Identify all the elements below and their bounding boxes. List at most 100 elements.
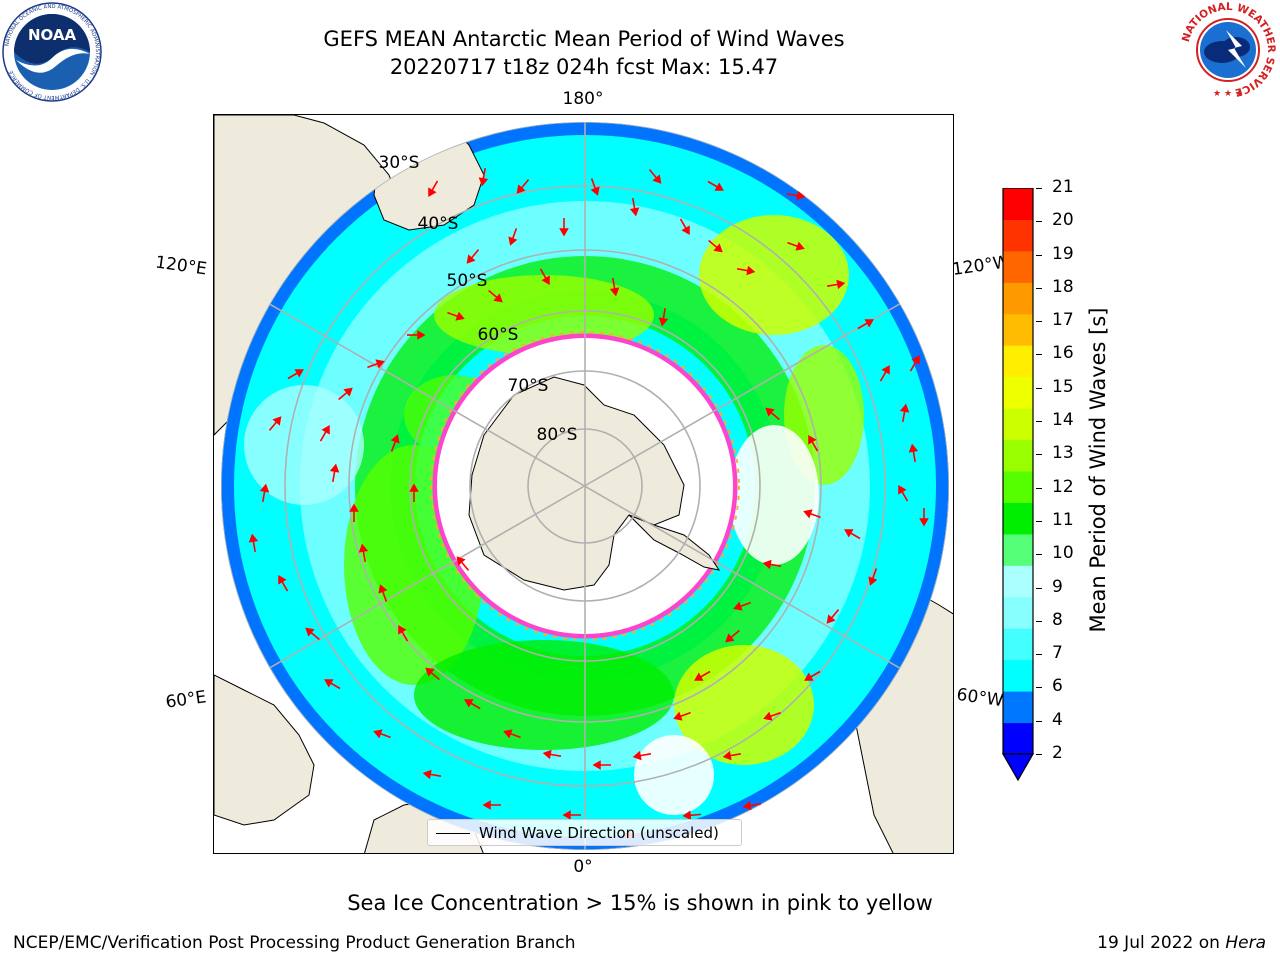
wave-direction-arrow [648, 169, 662, 184]
colorbar-tick [1036, 254, 1042, 256]
colorbar-segment [1003, 565, 1033, 598]
lat-label-70s: 70°S [507, 376, 549, 396]
wave-direction-arrow [629, 197, 640, 217]
wave-direction-arrow [456, 556, 470, 571]
colorbar-tick [1036, 287, 1042, 289]
colorbar-tick-label: 9 [1052, 576, 1063, 597]
wave-direction-arrow [658, 307, 669, 327]
wave-direction-arrow [278, 575, 289, 592]
colorbar-segment [1003, 282, 1033, 315]
footer-date: 19 Jul 2022 on Hera [1097, 933, 1266, 953]
colorbar-tick [1036, 687, 1042, 689]
meridian-label-0: 0° [573, 857, 593, 877]
wave-direction-arrow [826, 279, 846, 290]
wave-direction-arrow [373, 729, 391, 739]
colorbar-tick-label: 18 [1052, 276, 1074, 297]
wave-direction-arrow [503, 729, 521, 739]
wave-direction-arrow [722, 750, 742, 761]
colorbar-segment [1003, 596, 1033, 629]
legend-label: Wind Wave Direction (unscaled) [479, 824, 719, 842]
chart-title: GEFS MEAN Antarctic Mean Period of Wind … [323, 27, 845, 51]
wave-direction-arrow [516, 179, 530, 194]
colorbar-segment [1003, 219, 1033, 252]
colorbar-tick [1036, 654, 1042, 656]
wave-direction-arrow [708, 239, 723, 253]
colorbar-tick-label: 14 [1052, 410, 1074, 431]
wave-direction-arrow [590, 178, 600, 196]
wave-direction-arrow [868, 568, 878, 586]
wave-direction-arrow [562, 810, 581, 820]
colorbar-tick [1036, 221, 1042, 223]
wave-direction-arrow [338, 387, 353, 401]
colorbar-segment [1003, 376, 1033, 409]
wave-direction-arrow [305, 627, 320, 641]
wave-direction-arrow [367, 359, 385, 369]
wave-direction-arrow [765, 407, 780, 421]
colorbar-tick-label: 13 [1052, 443, 1074, 464]
colorbar-tick-label: 4 [1052, 709, 1063, 730]
wave-direction-arrow [268, 416, 282, 431]
wave-direction-arrow [358, 543, 369, 563]
noaa-logo-text: NOAA [28, 26, 77, 44]
colorbar-tick-label: 6 [1052, 676, 1063, 697]
footer-host: Hera [1225, 933, 1266, 953]
footer-credit: NCEP/EMC/Verification Post Processing Pr… [13, 933, 576, 953]
lat-label-60s: 60°S [477, 325, 519, 345]
colorbar-segment [1003, 345, 1033, 378]
nws-logo: NATIONAL WEATHER SERVICE ★ ★ ★ [1176, 0, 1280, 100]
wave-period-field [221, 122, 949, 850]
colorbar-segment [1003, 188, 1033, 220]
wave-direction-arrow [559, 218, 569, 237]
wave-direction-arrow [826, 609, 840, 624]
wave-direction-arrow [407, 330, 426, 340]
colorbar-extend-min [1002, 753, 1034, 782]
colorbar-segment [1003, 659, 1033, 692]
wave-direction-arrow [899, 403, 910, 423]
meridian-label-60w: 60°W [955, 684, 1005, 712]
wave-direction-arrow [349, 503, 359, 522]
wave-direction-arrow [248, 533, 259, 553]
colorbar-tick [1036, 587, 1042, 589]
colorbar-tick-label: 2 [1052, 743, 1063, 763]
colorbar-segment [1003, 691, 1033, 724]
meridian-label-120e: 120°E [154, 252, 208, 280]
wave-direction-arrow [808, 435, 819, 452]
wave-direction-arrow [879, 365, 890, 382]
colorbar-tick [1036, 720, 1042, 722]
meridian-label-180: 180° [562, 89, 604, 109]
colorbar-tick [1036, 321, 1042, 323]
map-panel: 30°S 40°S 50°S 60°S 70°S 80°S Wind Wave … [213, 114, 954, 854]
wave-direction-arrow [259, 483, 270, 503]
wave-direction-arrow [707, 180, 724, 191]
wave-direction-arrow [428, 180, 439, 197]
colorbar-tick-label: 8 [1052, 609, 1063, 630]
wave-direction-arrow [742, 800, 762, 811]
map-legend: Wind Wave Direction (unscaled) [427, 819, 742, 846]
svg-text:★ ★ ★: ★ ★ ★ [1213, 89, 1243, 99]
wave-direction-arrow [673, 711, 691, 721]
wave-direction-arrow [786, 190, 806, 201]
wave-direction-arrow [464, 699, 481, 710]
wave-direction-arrow [787, 241, 805, 251]
colorbar-tick-label: 19 [1052, 243, 1074, 264]
colorbar-tick [1036, 188, 1042, 189]
colorbar-tick-label: 12 [1052, 476, 1074, 497]
lat-label-30s: 30°S [378, 153, 420, 173]
wave-direction-arrow [488, 289, 503, 303]
wave-direction-arrow [478, 167, 489, 187]
colorbar-tick [1036, 387, 1042, 389]
colorbar-tick-label: 21 [1052, 177, 1074, 197]
wave-direction-arrow [844, 529, 861, 540]
colorbar-segment [1003, 439, 1033, 472]
wave-direction-arrow [909, 355, 920, 372]
wave-direction-arrow [319, 425, 330, 442]
lat-label-50s: 50°S [446, 271, 488, 291]
colorbar-tick-label: 11 [1052, 509, 1074, 530]
legend-line-swatch [436, 833, 470, 834]
colorbar-tick [1036, 487, 1042, 489]
wave-direction-arrow [898, 485, 909, 502]
wave-direction-arrow [378, 584, 388, 602]
wave-direction-arrow [609, 277, 620, 297]
colorbar-tick [1036, 554, 1042, 556]
colorbar-tick-label: 15 [1052, 376, 1074, 397]
